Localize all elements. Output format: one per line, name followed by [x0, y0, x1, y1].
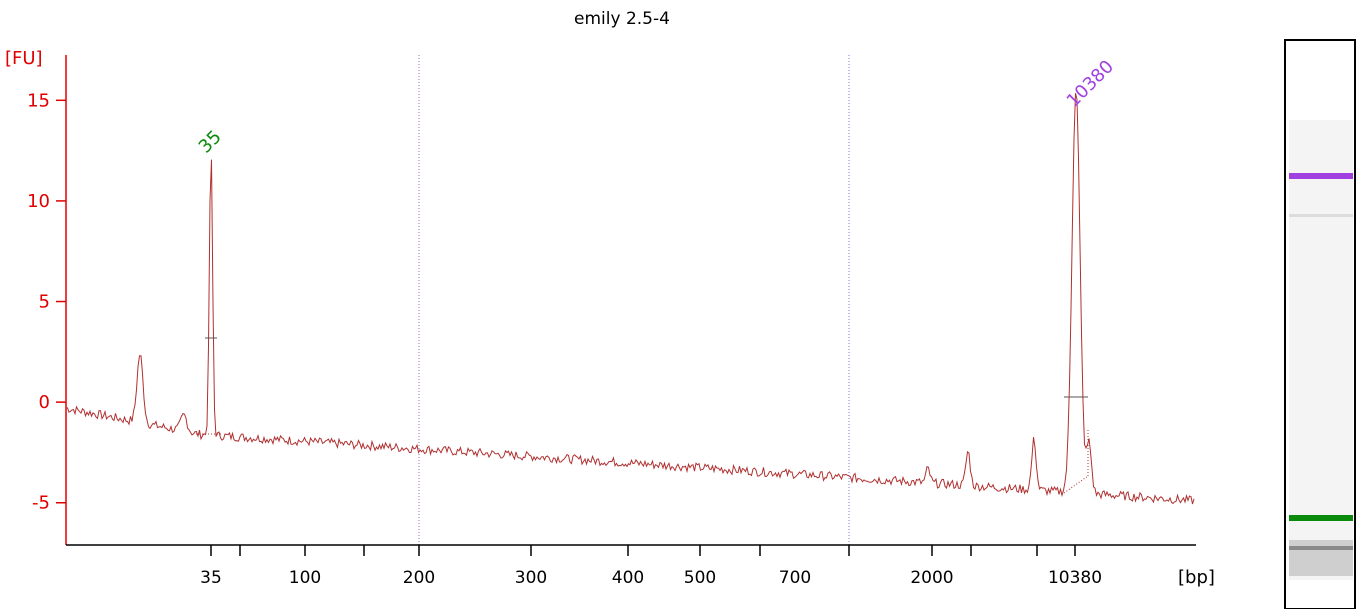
gel-lower-band	[1289, 546, 1353, 550]
y-ticks-group: 15 10 5 0 -5	[27, 90, 66, 514]
x-tick-label: 35	[200, 568, 222, 588]
x-tick-label: 10380	[1048, 568, 1102, 588]
gel-smear	[1289, 120, 1353, 580]
peak-10380-baseline	[1063, 475, 1089, 494]
signal-trace	[65, 93, 1195, 505]
gel-faint-band	[1289, 214, 1353, 217]
x-tick-label: 200	[403, 568, 435, 588]
x-tick-label: 100	[289, 568, 321, 588]
x-axis-label: [bp]	[1178, 567, 1215, 588]
x-tick-label: 700	[779, 568, 811, 588]
x-tick-label: 400	[612, 568, 644, 588]
x-tick-label: 300	[515, 568, 547, 588]
chart-title: emily 2.5-4	[574, 9, 670, 29]
x-ticks-group: 35 100 200 300 400 500 700 2000 10380	[200, 545, 1102, 588]
peak-label-35: 35	[195, 126, 226, 157]
gel-upper-marker-band	[1289, 173, 1353, 179]
y-tick-label: 5	[39, 292, 50, 313]
y-axis-label: [FU]	[5, 48, 43, 69]
gel-lower-marker-band	[1289, 515, 1353, 521]
gel-lower-smear	[1289, 540, 1353, 576]
peak-label-10380: 10380	[1063, 56, 1118, 111]
gel-lane	[1284, 39, 1356, 609]
y-tick-label: -5	[32, 493, 50, 514]
y-tick-label: 15	[27, 90, 50, 111]
y-tick-label: 10	[27, 191, 50, 212]
x-tick-label: 500	[684, 568, 716, 588]
x-tick-label: 2000	[910, 568, 953, 588]
y-tick-label: 0	[39, 392, 50, 413]
